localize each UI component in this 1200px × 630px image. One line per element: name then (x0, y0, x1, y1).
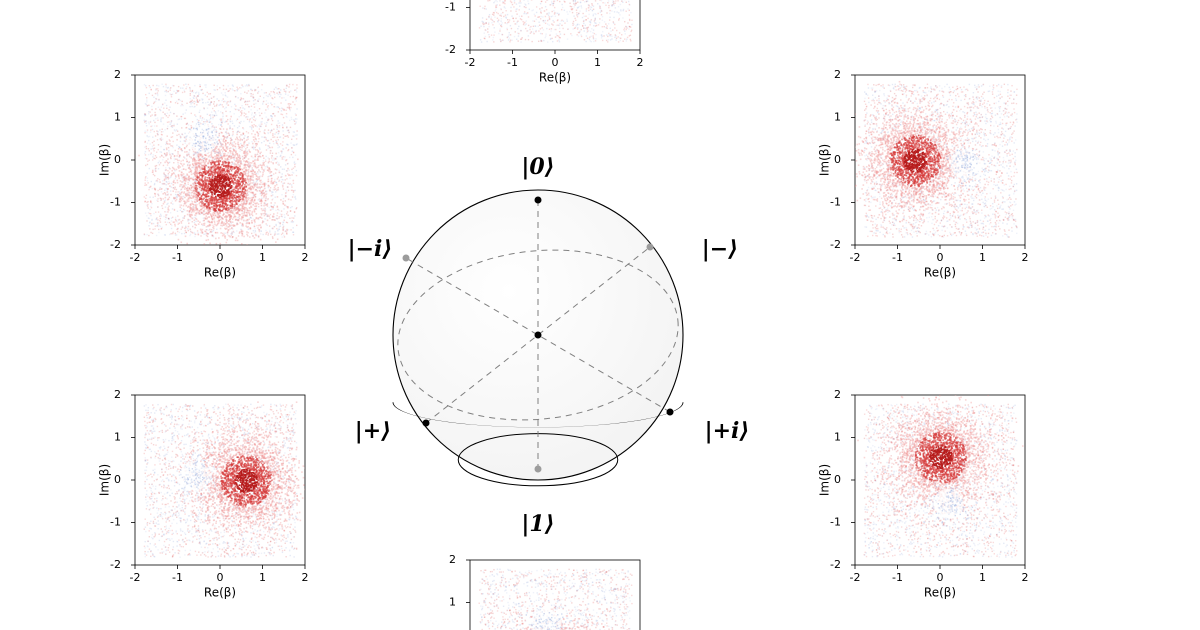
figure-canvas: |0⟩|1⟩|−i⟩|−⟩|+⟩|+i⟩-2-2-1-1001122Re(β)I… (0, 0, 1200, 630)
state-label-minus_i: |−i⟩ (348, 236, 393, 262)
state-label-zero: |0⟩ (521, 154, 554, 180)
state-label-minus: |−⟩ (702, 236, 739, 262)
ylabel-minus: Im(β) (818, 144, 832, 176)
bloch-point-plus_i (667, 409, 674, 416)
ylabel-minus_i: Im(β) (98, 144, 112, 176)
xlabel-minus: Re(β) (924, 266, 956, 280)
xlabel-minus_i: Re(β) (204, 266, 236, 280)
bloch-point-center (535, 332, 542, 339)
bloch-point-minus (647, 244, 654, 251)
state-label-plus_i: |+i⟩ (705, 418, 750, 444)
ylabel-plus: Im(β) (98, 464, 112, 496)
bloch-point-one (535, 466, 542, 473)
bloch-point-zero (535, 197, 542, 204)
xlabel-plus_i: Re(β) (924, 586, 956, 600)
xlabel-zero: Re(β) (539, 71, 571, 85)
ylabel-plus_i: Im(β) (818, 464, 832, 496)
xlabel-plus: Re(β) (204, 586, 236, 600)
bloch-point-minus_i (403, 255, 410, 262)
bloch-point-plus (423, 420, 430, 427)
state-label-one: |1⟩ (521, 511, 554, 537)
state-label-plus: |+⟩ (355, 418, 392, 444)
